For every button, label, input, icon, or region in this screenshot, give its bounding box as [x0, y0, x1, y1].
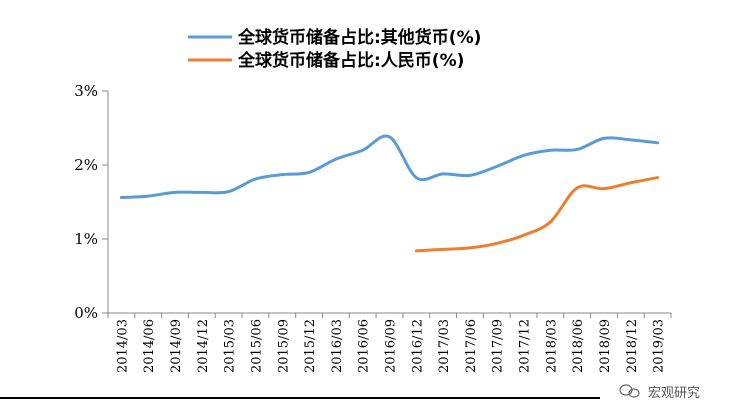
y-tick-label: 1% — [74, 230, 98, 248]
y-tick-label: 2% — [74, 156, 98, 174]
x-axis-ticks: 2014/03 2014/06 2014/09 2014/12 2015/03 2015/… — [107, 313, 672, 373]
x-tick-label: 2015/06 — [249, 319, 264, 373]
x-tick-label: 2016/12 — [410, 319, 425, 373]
x-tick-label: 2015/12 — [303, 319, 318, 373]
series-line-other-currencies — [119, 134, 660, 200]
series-layer — [119, 134, 660, 253]
legend-label-other-currencies: 全球货币储备占比:其他货币(%) — [237, 27, 481, 48]
y-tick-label: 3% — [74, 82, 98, 100]
x-tick-label: 2014/03 — [115, 319, 130, 373]
x-tick-label: 2018/06 — [571, 319, 586, 373]
wechat-icon — [619, 384, 640, 398]
x-tick-label: 2019/03 — [652, 319, 667, 373]
watermark-text: 宏观研究 — [648, 386, 700, 401]
watermark: 宏观研究 — [619, 384, 700, 401]
y-axis-ticks: 0% 1% 2% 3% — [74, 82, 108, 322]
x-tick-label: 2017/06 — [464, 319, 479, 373]
x-tick-label: 2018/09 — [598, 319, 613, 373]
x-tick-label: 2017/12 — [518, 319, 533, 373]
legend-label-rmb: 全球货币储备占比:人民币(%) — [237, 50, 464, 71]
x-tick-label: 2015/09 — [276, 319, 291, 373]
x-tick-label: 2014/09 — [169, 319, 184, 373]
x-tick-label: 2016/09 — [384, 319, 399, 373]
x-tick-label: 2018/12 — [625, 319, 640, 373]
legend: 全球货币储备占比:其他货币(%) 全球货币储备占比:人民币(%) — [188, 27, 481, 71]
x-tick-label: 2018/03 — [544, 319, 559, 373]
x-tick-label: 2014/12 — [196, 319, 211, 373]
x-tick-label: 2017/09 — [491, 319, 506, 373]
series-line-rmb — [414, 176, 660, 253]
x-tick-label: 2016/03 — [330, 319, 345, 373]
y-tick-label: 0% — [74, 304, 98, 322]
x-tick-label: 2015/03 — [223, 319, 238, 373]
x-tick-label: 2014/06 — [142, 319, 157, 373]
x-tick-label: 2017/03 — [437, 319, 452, 373]
x-tick-label: 2016/06 — [357, 319, 372, 373]
